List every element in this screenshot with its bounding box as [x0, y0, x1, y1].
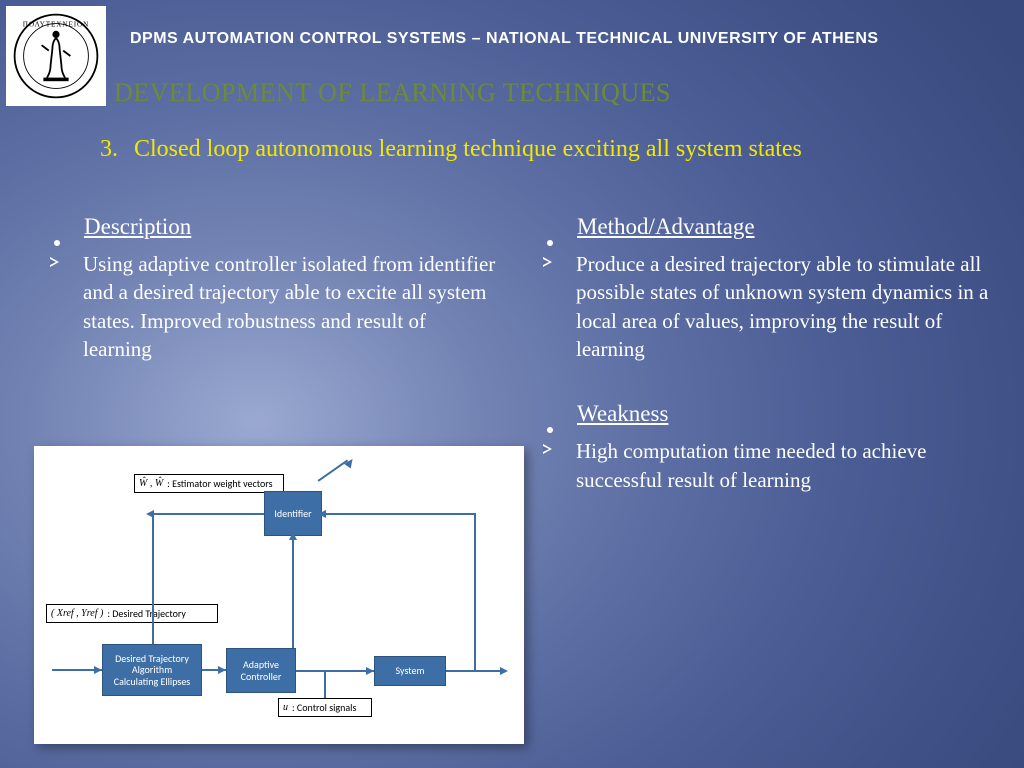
label-desired-trajectory: ( Xref , Yref ) : Desired Trajectory — [46, 604, 218, 623]
numbered-item-title: 3. Closed loop autonomous learning techni… — [100, 136, 802, 163]
bullet-icon — [547, 427, 553, 433]
weakness-body: High computation time needed to achieve … — [576, 437, 990, 494]
arrowhead-icon — [366, 667, 374, 675]
arrowhead-icon — [218, 666, 226, 674]
label-symbol: ( Xref , Yref ) — [51, 608, 103, 619]
chevron-icon — [50, 257, 61, 268]
arrowhead-icon — [94, 666, 102, 674]
method-body-row: Produce a desired trajectory able to sti… — [537, 250, 990, 363]
label-text: : Estimator weight vectors — [167, 477, 272, 490]
edge — [152, 513, 264, 515]
description-body-row: Using adaptive controller isolated from … — [44, 250, 497, 363]
description-heading-row: Description — [44, 214, 497, 240]
node-trajectory-algorithm: Desired Trajectory Algorithm Calculating… — [102, 644, 202, 696]
item-title-text: Closed loop autonomous learning techniqu… — [134, 136, 802, 162]
method-heading-row: Method/Advantage — [537, 214, 990, 240]
arrowhead-icon — [318, 510, 326, 518]
edge — [152, 513, 154, 644]
edge — [292, 536, 294, 648]
weakness-heading-row: Weakness — [537, 401, 990, 427]
svg-text:ΠΟΛΥΤΕΧΝΕΙΟΝ: ΠΟΛΥΤΕΧΝΕΙΟΝ — [23, 20, 89, 28]
node-adaptive-controller: Adaptive Controller — [226, 648, 296, 693]
edge — [446, 670, 506, 672]
label-symbol: Ŵ , Ŵ — [139, 478, 163, 489]
right-column: Method/Advantage Produce a desired traje… — [537, 214, 990, 512]
edge — [324, 670, 326, 698]
node-system: System — [374, 656, 446, 686]
description-heading: Description — [84, 214, 191, 240]
bullet-icon — [547, 240, 553, 246]
edge — [322, 513, 475, 515]
section-title: DEVELOPMENT OF LEARNING TECHNIQUES — [114, 78, 671, 108]
weakness-heading: Weakness — [577, 401, 668, 427]
university-logo: ΠΟΛΥΤΕΧΝΕΙΟΝ — [6, 6, 106, 106]
description-body: Using adaptive controller isolated from … — [83, 250, 497, 363]
method-body: Produce a desired trajectory able to sti… — [576, 250, 990, 363]
edge — [296, 670, 374, 672]
edge — [474, 513, 476, 671]
org-header: DPMS AUTOMATION CONTROL SYSTEMS – NATION… — [130, 30, 879, 48]
arrowhead-icon — [344, 457, 356, 469]
label-control-signals: u : Control signals — [278, 698, 372, 717]
label-text: : Control signals — [292, 701, 356, 714]
label-text: : Desired Trajectory — [107, 607, 186, 620]
item-number: 3. — [100, 136, 118, 162]
weakness-body-row: High computation time needed to achieve … — [537, 437, 990, 494]
arrowhead-icon — [500, 667, 508, 675]
chevron-icon — [543, 444, 554, 455]
label-symbol: u — [283, 702, 288, 713]
bullet-icon — [54, 240, 60, 246]
label-estimator-weights: Ŵ , Ŵ : Estimator weight vectors — [134, 474, 284, 493]
block-diagram: Ŵ , Ŵ : Estimator weight vectors ( Xref … — [34, 446, 524, 744]
arrowhead-icon — [289, 532, 297, 540]
node-identifier: Identifier — [264, 491, 322, 536]
chevron-icon — [543, 257, 554, 268]
method-heading: Method/Advantage — [577, 214, 755, 240]
